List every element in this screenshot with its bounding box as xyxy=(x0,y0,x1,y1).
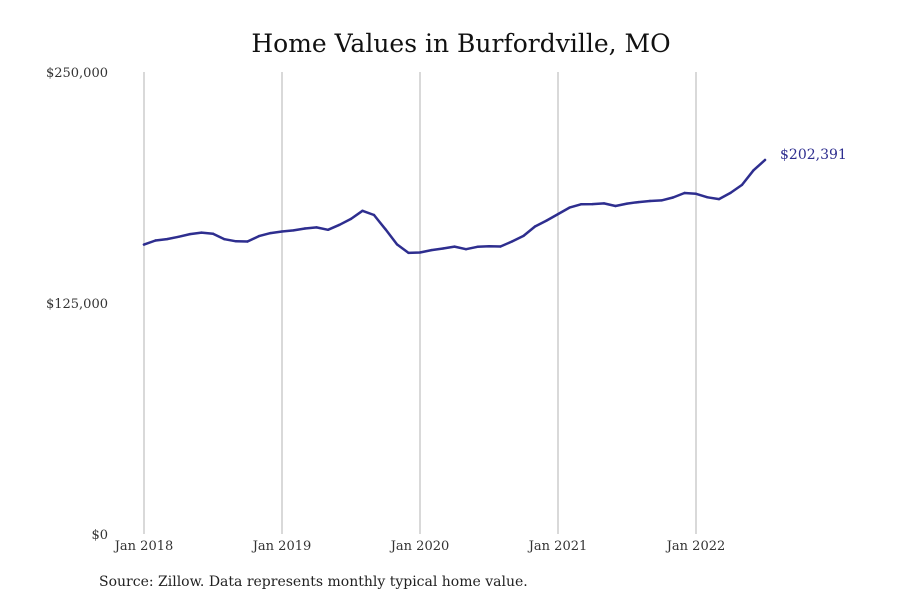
source-note: Source: Zillow. Data represents monthly … xyxy=(99,574,528,590)
data-point xyxy=(315,226,318,229)
data-point xyxy=(556,212,560,216)
gridlines xyxy=(143,72,697,534)
end-value-label: $202,391 xyxy=(780,147,847,163)
data-point xyxy=(453,245,456,248)
x-tick-label: Jan 2019 xyxy=(251,539,312,554)
data-point xyxy=(338,223,341,226)
data-point xyxy=(303,227,307,230)
data-point xyxy=(177,235,180,238)
data-point xyxy=(614,204,617,208)
data-point xyxy=(349,217,353,221)
data-point xyxy=(591,202,594,206)
data-point xyxy=(154,239,157,242)
data-point xyxy=(648,199,652,203)
data-point xyxy=(579,203,583,206)
data-point xyxy=(280,230,284,233)
data-point xyxy=(234,240,238,243)
x-tick-label: Jan 2022 xyxy=(665,539,726,554)
data-point xyxy=(740,183,744,187)
data-point xyxy=(418,251,422,254)
data-point xyxy=(372,213,376,217)
data-point xyxy=(200,231,203,234)
data-point xyxy=(533,225,537,228)
y-tick-label: $250,000 xyxy=(46,66,108,81)
data-point xyxy=(763,158,767,162)
x-axis-tick-labels: Jan 2018 Jan 2019 Jan 2020 Jan 2021 Jan 2022 xyxy=(113,539,726,554)
data-point xyxy=(545,219,548,222)
data-point xyxy=(729,191,732,195)
data-point xyxy=(717,197,721,201)
data-point xyxy=(395,243,399,246)
data-point xyxy=(269,231,272,235)
series-group xyxy=(142,158,767,255)
data-point xyxy=(752,169,755,172)
data-point xyxy=(510,240,514,243)
data-point xyxy=(246,240,249,243)
data-point xyxy=(384,228,387,231)
data-point xyxy=(464,248,468,251)
data-point xyxy=(223,238,226,241)
x-tick-label: Jan 2021 xyxy=(527,539,588,554)
data-point xyxy=(671,196,675,199)
data-point xyxy=(441,247,445,250)
data-point xyxy=(142,243,146,246)
data-point xyxy=(706,196,709,199)
data-point xyxy=(188,232,192,236)
data-point xyxy=(625,202,629,205)
data-point xyxy=(660,199,663,202)
data-point xyxy=(602,202,606,205)
data-point xyxy=(637,200,640,204)
series-line xyxy=(142,158,767,255)
data-point xyxy=(430,248,433,252)
data-point xyxy=(165,237,169,241)
data-point xyxy=(361,209,364,212)
x-tick-label: Jan 2020 xyxy=(389,539,450,554)
data-point xyxy=(292,229,295,232)
data-point xyxy=(487,245,491,248)
data-point xyxy=(257,234,261,238)
y-tick-label: $0 xyxy=(91,528,108,543)
chart-title: Home Values in Burfordville, MO xyxy=(251,29,670,58)
data-point xyxy=(522,234,525,238)
x-tick-label: Jan 2018 xyxy=(113,539,174,554)
y-axis-tick-labels: $0 $125,000 $250,000 xyxy=(46,66,108,543)
y-tick-label: $125,000 xyxy=(46,297,108,312)
data-point xyxy=(499,245,502,248)
data-point xyxy=(407,251,410,255)
data-point xyxy=(568,206,571,209)
data-point xyxy=(683,191,686,195)
data-point xyxy=(326,228,330,231)
data-point xyxy=(211,232,215,235)
data-point xyxy=(694,192,698,195)
data-point xyxy=(476,245,479,248)
